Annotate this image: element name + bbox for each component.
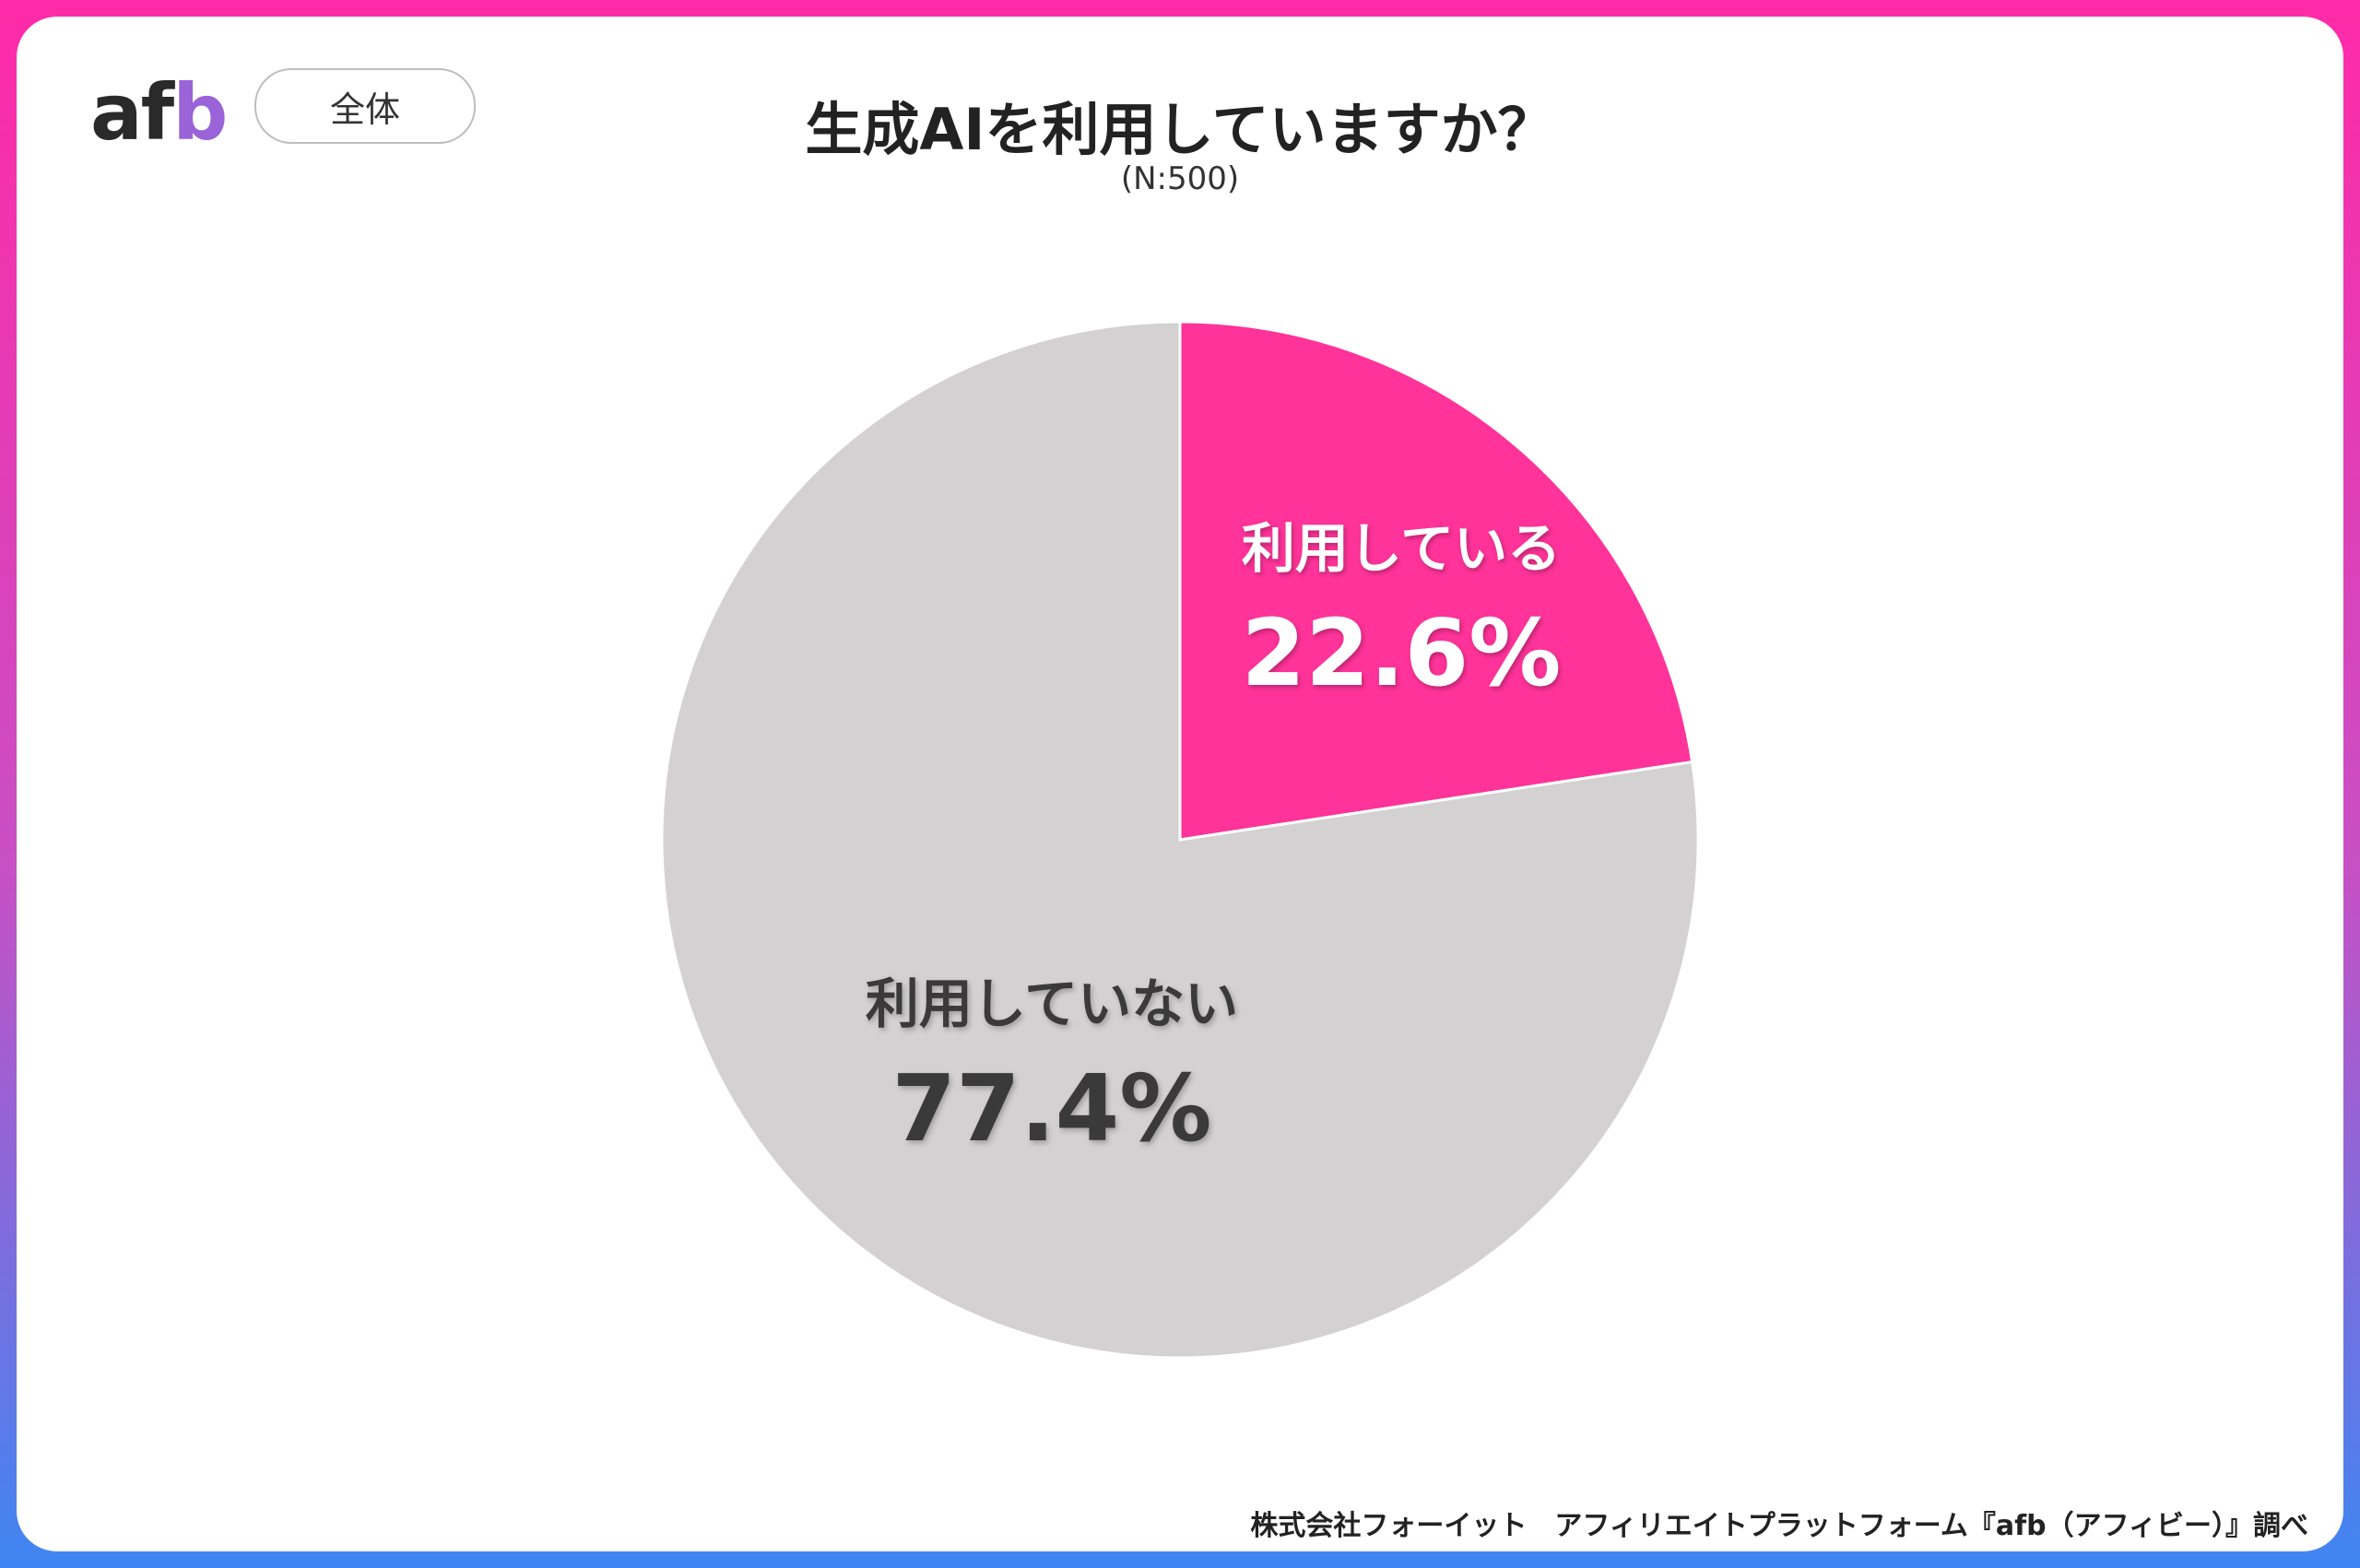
slice-used-category: 利用している	[1241, 517, 1562, 580]
pie-slice-not-used	[660, 320, 1700, 1360]
segment-label: 全体	[329, 88, 400, 130]
pie-chart	[660, 320, 1700, 1360]
segment-pill: 全体	[254, 68, 476, 144]
chart-title: 生成AIを利用していますか？	[805, 96, 1555, 163]
slice-label-not-used: 利用していない 77.4%	[789, 961, 1315, 1162]
slice-not-used-category: 利用していない	[865, 973, 1239, 1035]
source-footer: 株式会社フォーイット アフィリエイトプラットフォーム『afb（アフィビー）』調べ	[1250, 1510, 2308, 1542]
slice-not-used-percent: 77.4%	[891, 1055, 1212, 1162]
logo-text-main: af	[90, 67, 174, 158]
logo-text-accent: b	[172, 67, 228, 158]
slice-used-percent: 22.6%	[1241, 599, 1562, 707]
slice-label-used: 利用している 22.6%	[1180, 505, 1622, 707]
chart-subtitle: (N:500)	[1120, 160, 1240, 197]
pie-slice-used	[1178, 320, 1694, 842]
chart-card: afb 全体 生成AIを利用していますか？ (N:500) 利用している 22.…	[17, 17, 2343, 1551]
afb-logo: afb	[90, 74, 228, 151]
